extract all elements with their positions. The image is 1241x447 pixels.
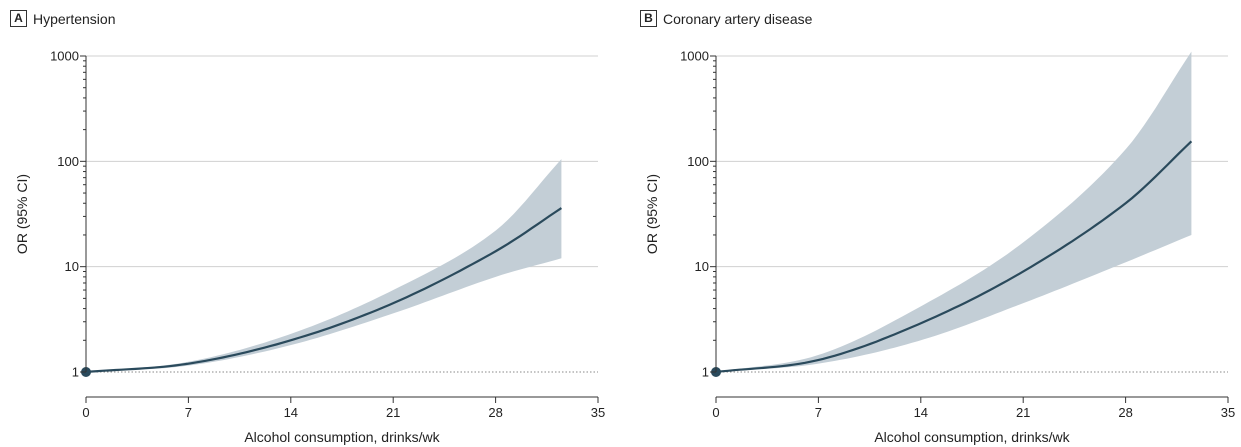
chart-coronary-artery-disease: 1 10 100 1000 0 7 14 21 28 35 Alcohol consumption,… <box>644 49 1235 446</box>
hypertension-x-tick-label: 21 <box>386 405 400 420</box>
hypertension-x-tick-label: 28 <box>488 405 502 420</box>
hypertension-x-tick-label: 14 <box>284 405 298 420</box>
chart-title-b: Coronary artery disease <box>663 10 813 27</box>
panel-letter-a: A <box>10 10 27 27</box>
hypertension-x-tick-label: 0 <box>82 405 89 420</box>
chart-hypertension: 1 10 100 1000 0 7 14 21 28 35 Alcohol consumption,… <box>14 49 605 446</box>
hypertension-x-tick-label: 35 <box>591 405 605 420</box>
coronary-x-tick-label: 7 <box>815 405 822 420</box>
hypertension-y-tick-label: 100 <box>57 154 79 169</box>
hypertension-x-tick-label: 7 <box>185 405 192 420</box>
panel-letter-b: B <box>640 10 657 27</box>
coronary-x-tick-label: 0 <box>712 405 719 420</box>
hypertension-y-tick-label: 1000 <box>50 49 79 64</box>
coronary-x-tick-label: 35 <box>1221 405 1235 420</box>
coronary-ci-band <box>716 51 1192 372</box>
coronary-x-tick-label: 14 <box>914 405 928 420</box>
coronary-x-tick-label: 28 <box>1118 405 1132 420</box>
hypertension-or-line <box>85 207 563 374</box>
panel-hypertension: 1 10 100 1000 0 7 14 21 28 35 Alcohol consumption,… <box>0 0 620 447</box>
coronary-or-line <box>715 140 1193 374</box>
panel-coronary-artery-disease: 1 10 100 1000 0 7 14 21 28 35 Alcohol consumption,… <box>630 0 1241 447</box>
coronary-y-tick-label: 100 <box>687 154 709 169</box>
coronary-y-axis-label: OR (95% CI) <box>644 174 660 254</box>
panel-header-a: A Hypertension <box>10 10 116 27</box>
coronary-y-tick-label: 10 <box>695 259 709 274</box>
panel-header-b: B Coronary artery disease <box>640 10 812 27</box>
coronary-y-tick-label: 1000 <box>680 49 709 64</box>
chart-title-a: Hypertension <box>33 10 116 27</box>
hypertension-y-tick-label: 1 <box>72 365 79 380</box>
coronary-y-tick-label: 1 <box>702 365 709 380</box>
coronary-x-tick-label: 21 <box>1016 405 1030 420</box>
hypertension-ci-band <box>86 159 562 372</box>
hypertension-y-tick-label: 10 <box>65 259 79 274</box>
coronary-x-axis-label: Alcohol consumption, drinks/wk <box>874 429 1070 445</box>
hypertension-x-axis-label: Alcohol consumption, drinks/wk <box>244 429 440 445</box>
hypertension-y-axis-label: OR (95% CI) <box>14 174 30 254</box>
